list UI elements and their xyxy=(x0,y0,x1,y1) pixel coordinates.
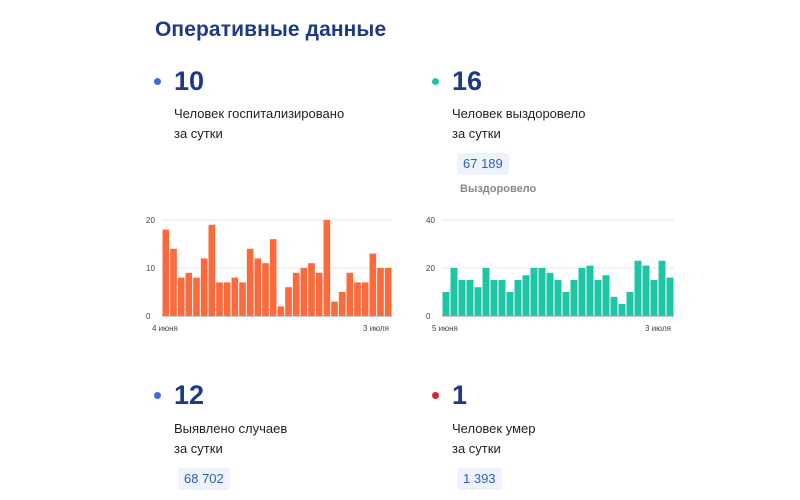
cases-label: Выявлено случаев за сутки xyxy=(174,419,404,459)
hospitalized-bar xyxy=(262,263,269,316)
hospitalized-bar xyxy=(239,282,246,316)
hospitalized-bar-chart: 0 10 20 4 июня 3 июля xyxy=(146,216,392,333)
cases-count: 12 xyxy=(174,380,205,410)
recovered-bar xyxy=(498,280,506,316)
recovered-total-label: Выздоровело xyxy=(460,183,537,195)
hospitalized-bar xyxy=(231,277,239,316)
hospitalized-bar xyxy=(170,248,177,316)
hospitalized-bar xyxy=(308,263,315,316)
recovered-bar xyxy=(546,272,554,316)
recovered-bar xyxy=(586,265,594,316)
recovered-bar xyxy=(482,268,490,316)
hospitalized-bar xyxy=(338,292,346,316)
hospitalized-y-tick-label: 20 xyxy=(146,216,155,225)
hospitalized-bar xyxy=(185,272,193,316)
hospitalized-y-tick-label: 0 xyxy=(146,312,151,321)
hospitalized-label: Человек госпитализировано за сутки xyxy=(174,104,404,144)
recovered-bar xyxy=(506,292,514,316)
hospitalized-bar xyxy=(177,277,185,316)
cases-dot xyxy=(154,392,161,399)
hospitalized-bar xyxy=(346,272,354,316)
cases-label-line1: Выявлено случаев xyxy=(174,421,288,436)
hospitalized-bar xyxy=(315,272,323,316)
hospitalized-count: 10 xyxy=(174,66,205,96)
recovered-x-start-label: 5 июня xyxy=(432,324,458,333)
hospitalized-y-tick-label: 10 xyxy=(146,264,155,273)
hospitalized-x-end-label: 3 июля xyxy=(363,324,389,333)
hospitalized-bar xyxy=(223,282,231,316)
recovered-bar xyxy=(650,280,658,316)
recovered-bar xyxy=(634,260,642,316)
recovered-y-tick-label: 40 xyxy=(426,216,435,225)
recovered-bar xyxy=(474,287,482,316)
recovered-bar xyxy=(538,268,546,316)
deaths-label-line1: Человек умер xyxy=(452,421,536,436)
recovered-bar xyxy=(554,280,562,316)
hospitalized-bar xyxy=(277,306,285,316)
recovered-bar xyxy=(562,292,570,316)
hospitalized-bar xyxy=(193,277,200,316)
hospitalized-bar xyxy=(200,258,208,316)
hospitalized-bar xyxy=(354,282,361,316)
recovered-bar xyxy=(442,292,450,316)
recovered-bar xyxy=(658,260,666,316)
hospitalized-bar xyxy=(331,301,338,316)
recovered-bar xyxy=(522,275,530,316)
hospitalized-bar xyxy=(162,229,170,316)
deaths-dot xyxy=(432,392,439,399)
recovered-bar xyxy=(666,277,674,316)
hospitalized-x-start-label: 4 июня xyxy=(152,324,178,333)
hospitalized-bar xyxy=(216,282,223,316)
recovered-bar xyxy=(530,268,538,316)
hospitalized-bar xyxy=(292,272,300,316)
recovered-bar-chart: 0 20 40 5 июня 3 июля xyxy=(426,216,674,333)
recovered-bar xyxy=(618,304,626,316)
cases-label-line2: за сутки xyxy=(174,441,223,456)
recovered-bar xyxy=(602,275,610,316)
recovered-bar xyxy=(594,280,602,316)
recovered-label-line1: Человек выздоровело xyxy=(452,106,586,121)
recovered-bar xyxy=(578,268,586,316)
recovered-bar xyxy=(610,296,618,316)
hospitalized-bar xyxy=(285,287,292,316)
hospitalized-dot xyxy=(154,78,161,85)
hospitalized-bar xyxy=(254,258,262,316)
recovered-bar xyxy=(642,265,650,316)
hospitalized-label-line1: Человек госпитализировано xyxy=(174,106,345,121)
hospitalized-bar xyxy=(300,268,308,316)
hospitalized-bar xyxy=(269,239,277,316)
recovered-bar xyxy=(626,292,634,316)
hospitalized-label-line2: за сутки xyxy=(174,126,223,141)
recovered-x-end-label: 3 июля xyxy=(645,324,671,333)
recovered-dot xyxy=(432,78,439,85)
hospitalized-bar xyxy=(377,268,384,316)
cases-total-badge: 68 702 xyxy=(178,468,230,490)
recovered-bar xyxy=(570,280,578,316)
recovered-total-badge: 67 189 xyxy=(457,153,509,175)
recovered-bar xyxy=(458,280,466,316)
recovered-y-tick-label: 0 xyxy=(426,312,431,321)
hospitalized-bar xyxy=(208,224,216,316)
deaths-label: Человек умер за сутки xyxy=(452,419,682,459)
hospitalized-bar xyxy=(323,220,331,316)
hospitalized-bar xyxy=(384,268,392,316)
deaths-label-line2: за сутки xyxy=(452,441,501,456)
page-title: Оперативные данные xyxy=(155,18,387,41)
recovered-label: Человек выздоровело за сутки xyxy=(452,104,682,144)
hospitalized-bar xyxy=(361,282,369,316)
recovered-bar xyxy=(490,280,498,316)
recovered-label-line2: за сутки xyxy=(452,126,501,141)
recovered-count: 16 xyxy=(452,66,483,96)
recovered-y-tick-label: 20 xyxy=(426,264,435,273)
recovered-bar xyxy=(466,280,474,316)
deaths-total-badge: 1 393 xyxy=(457,468,502,490)
recovered-bar xyxy=(450,268,458,316)
hospitalized-bar xyxy=(369,253,377,316)
recovered-bar xyxy=(514,280,522,316)
deaths-count: 1 xyxy=(452,380,468,410)
hospitalized-bar xyxy=(246,248,254,316)
